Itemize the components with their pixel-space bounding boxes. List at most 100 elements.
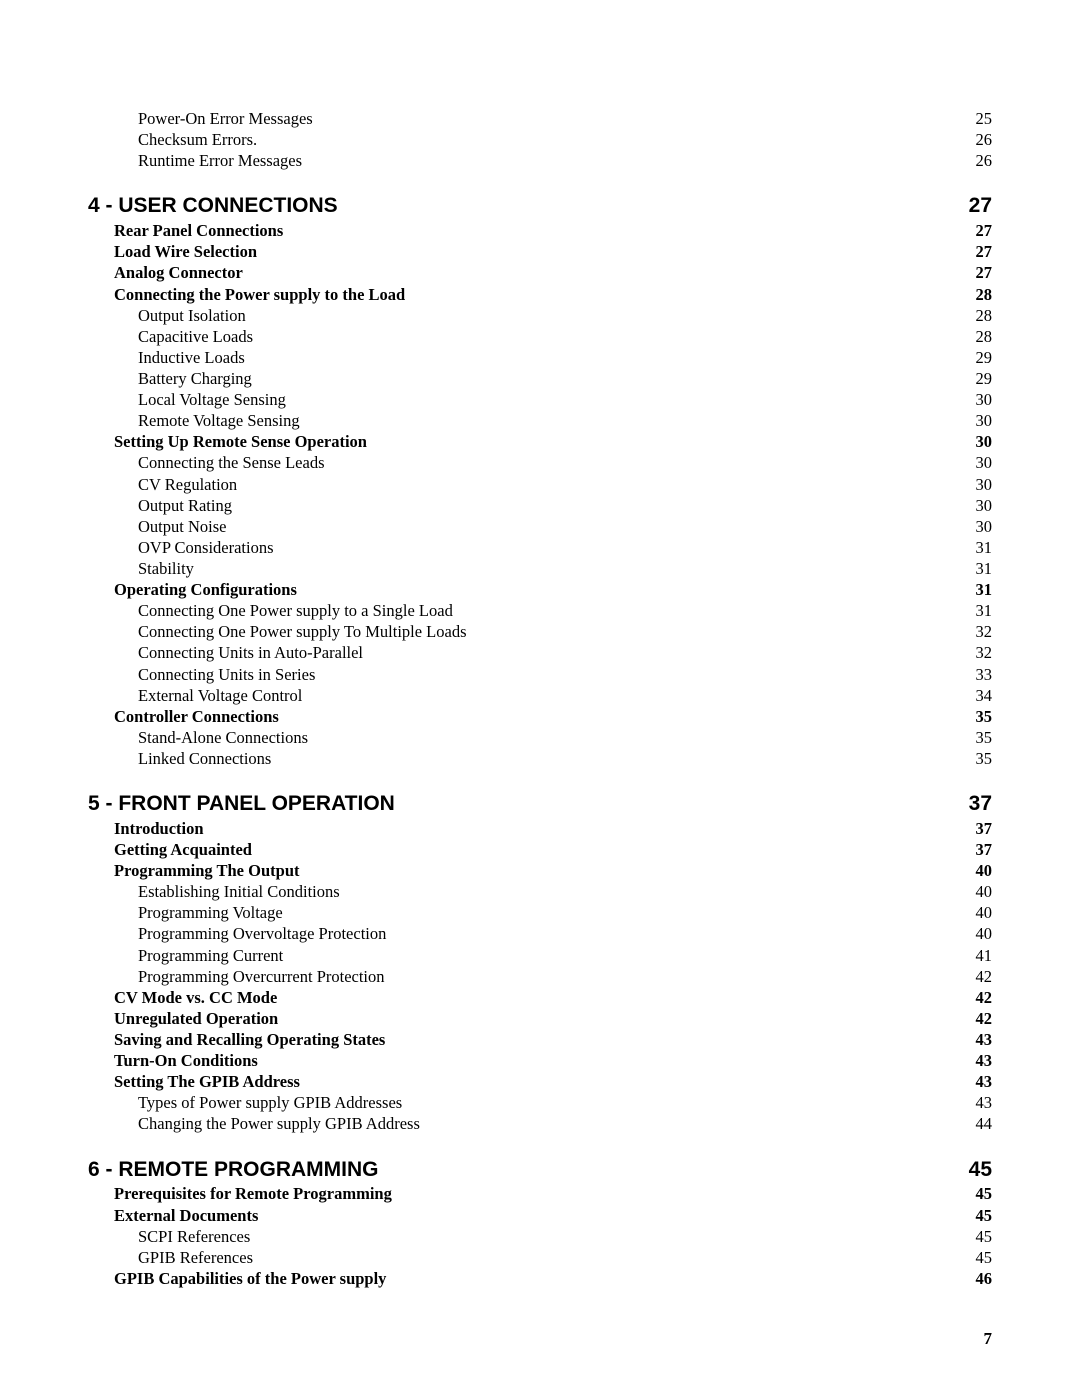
toc-entry-page: 37: [976, 839, 993, 860]
toc-entry-page: 35: [976, 748, 993, 769]
toc-entry-page: 27: [976, 262, 993, 283]
toc-entry: Connecting One Power supply To Multiple …: [88, 621, 992, 642]
toc-entry-page: 31: [976, 537, 993, 558]
toc-entry: External Documents45: [88, 1205, 992, 1226]
toc-entry-page: 25: [976, 108, 993, 129]
toc-entry: GPIB Capabilities of the Power supply46: [88, 1268, 992, 1289]
toc-entry-page: 46: [976, 1268, 993, 1289]
toc-entry-page: 27: [969, 193, 992, 220]
toc-entry: Programming The Output40: [88, 860, 992, 881]
toc-entry-title: GPIB Capabilities of the Power supply: [114, 1268, 976, 1289]
toc-entry-page: 30: [976, 516, 993, 537]
toc-entry-title: Battery Charging: [138, 368, 976, 389]
toc-entry-page: 43: [976, 1092, 993, 1113]
toc-entry: Operating Configurations31: [88, 579, 992, 600]
toc-entry-title: Capacitive Loads: [138, 326, 976, 347]
toc-entry-page: 42: [976, 987, 993, 1008]
toc-entry: Programming Current41: [88, 945, 992, 966]
toc-entry-page: 33: [976, 664, 993, 685]
toc-entry-page: 30: [976, 410, 993, 431]
toc-entry-title: 6 - REMOTE PROGRAMMING: [88, 1157, 969, 1184]
toc-entry: Types of Power supply GPIB Addresses43: [88, 1092, 992, 1113]
page-number: 7: [984, 1329, 993, 1349]
toc-entry: Connecting the Power supply to the Load2…: [88, 284, 992, 305]
toc-entry: Setting Up Remote Sense Operation30: [88, 431, 992, 452]
toc-entry-page: 31: [976, 558, 993, 579]
toc-entry-page: 30: [976, 452, 993, 473]
toc-entry: CV Mode vs. CC Mode42: [88, 987, 992, 1008]
toc-entry-page: 44: [976, 1113, 993, 1134]
toc-entry-title: Setting The GPIB Address: [114, 1071, 976, 1092]
toc-entry-page: 42: [976, 966, 993, 987]
toc-entry-page: 28: [976, 326, 993, 347]
toc-entry-title: Programming Overcurrent Protection: [138, 966, 976, 987]
toc-entry-page: 30: [976, 389, 993, 410]
toc-entry-page: 30: [976, 495, 993, 516]
toc-entry: Linked Connections35: [88, 748, 992, 769]
toc-entry-page: 40: [976, 860, 993, 881]
toc-entry-page: 30: [976, 431, 993, 452]
toc-entry-page: 45: [976, 1205, 993, 1226]
toc-entry: Stand-Alone Connections35: [88, 727, 992, 748]
toc-entry-title: Rear Panel Connections: [114, 220, 976, 241]
toc-entry: External Voltage Control34: [88, 685, 992, 706]
toc-entry-page: 27: [976, 241, 993, 262]
toc-entry-page: 27: [976, 220, 993, 241]
toc-entry: Inductive Loads29: [88, 347, 992, 368]
toc-entry-title: Changing the Power supply GPIB Address: [138, 1113, 976, 1134]
toc-entry-title: Prerequisites for Remote Programming: [114, 1183, 976, 1204]
toc-entry: Checksum Errors.26: [88, 129, 992, 150]
toc-entry-title: Inductive Loads: [138, 347, 976, 368]
toc-entry-page: 43: [976, 1050, 993, 1071]
toc-entry-title: Establishing Initial Conditions: [138, 881, 976, 902]
toc-entry: Battery Charging29: [88, 368, 992, 389]
toc-entry-title: Programming The Output: [114, 860, 976, 881]
toc-entry-title: Linked Connections: [138, 748, 976, 769]
toc-entry-title: Saving and Recalling Operating States: [114, 1029, 976, 1050]
toc-entry: Connecting Units in Auto-Parallel32: [88, 642, 992, 663]
toc-entry-page: 40: [976, 881, 993, 902]
toc-entry-page: 29: [976, 368, 993, 389]
toc-entry: Output Isolation28: [88, 305, 992, 326]
toc-entry-page: 45: [976, 1226, 993, 1247]
table-of-contents: Power-On Error Messages25Checksum Errors…: [88, 108, 992, 1289]
toc-entry-page: 45: [976, 1183, 993, 1204]
toc-entry: Remote Voltage Sensing30: [88, 410, 992, 431]
toc-entry-title: Load Wire Selection: [114, 241, 976, 262]
toc-entry-page: 35: [976, 706, 993, 727]
toc-entry-title: Connecting One Power supply To Multiple …: [138, 621, 976, 642]
toc-entry: Output Noise30: [88, 516, 992, 537]
toc-entry-title: Getting Acquainted: [114, 839, 976, 860]
toc-entry: Setting The GPIB Address43: [88, 1071, 992, 1092]
toc-entry: Changing the Power supply GPIB Address44: [88, 1113, 992, 1134]
toc-entry-title: Local Voltage Sensing: [138, 389, 976, 410]
toc-entry: Analog Connector27: [88, 262, 992, 283]
toc-entry-page: 45: [976, 1247, 993, 1268]
toc-entry-page: 43: [976, 1071, 993, 1092]
toc-entry-title: Stand-Alone Connections: [138, 727, 976, 748]
toc-entry-title: OVP Considerations: [138, 537, 976, 558]
toc-entry-title: Output Rating: [138, 495, 976, 516]
toc-entry-page: 37: [969, 791, 992, 818]
toc-entry-page: 26: [976, 150, 993, 171]
toc-entry-title: Operating Configurations: [114, 579, 976, 600]
toc-entry-title: Types of Power supply GPIB Addresses: [138, 1092, 976, 1113]
toc-entry-page: 32: [976, 621, 993, 642]
toc-entry-title: Stability: [138, 558, 976, 579]
toc-entry-page: 34: [976, 685, 993, 706]
toc-entry-title: Runtime Error Messages: [138, 150, 976, 171]
toc-entry-title: Connecting the Power supply to the Load: [114, 284, 976, 305]
toc-entry-title: Connecting One Power supply to a Single …: [138, 600, 976, 621]
toc-entry: 5 - FRONT PANEL OPERATION37: [88, 791, 992, 818]
toc-entry: Unregulated Operation42: [88, 1008, 992, 1029]
toc-entry-page: 28: [976, 284, 993, 305]
toc-entry-title: SCPI References: [138, 1226, 976, 1247]
toc-entry-title: Programming Current: [138, 945, 976, 966]
toc-entry-title: Programming Overvoltage Protection: [138, 923, 976, 944]
toc-entry-title: Connecting the Sense Leads: [138, 452, 976, 473]
toc-entry-page: 35: [976, 727, 993, 748]
toc-entry: CV Regulation30: [88, 474, 992, 495]
toc-entry-title: Power-On Error Messages: [138, 108, 976, 129]
toc-entry-page: 28: [976, 305, 993, 326]
toc-entry: Power-On Error Messages25: [88, 108, 992, 129]
